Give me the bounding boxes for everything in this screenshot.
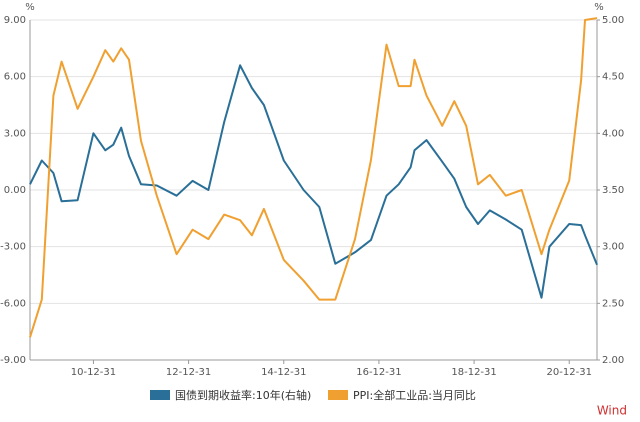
x-tick-label: 16-12-31	[356, 367, 401, 378]
watermark: Wind	[597, 404, 627, 418]
x-tick-label: 12-12-31	[166, 367, 211, 378]
y2-tick-label: 4.00	[602, 128, 624, 139]
series-line	[29, 17, 598, 338]
y-tick-label: -3.00	[0, 242, 26, 253]
y2-tick-label: 2.50	[602, 298, 624, 309]
x-tick-label: 20-12-31	[547, 367, 592, 378]
y2-tick-label: 3.00	[602, 242, 624, 253]
y-tick-label: 3.00	[4, 128, 26, 139]
legend-label: PPI:全部工业品:当月同比	[353, 388, 476, 402]
series-line	[29, 64, 598, 299]
y2-tick-label: 4.50	[602, 72, 624, 83]
y-tick-label: 9.00	[4, 15, 26, 26]
y2-tick-label: 2.00	[602, 355, 624, 366]
x-tick-label: 10-12-31	[71, 367, 116, 378]
x-tick-label: 14-12-31	[261, 367, 306, 378]
legend-swatch	[328, 390, 348, 400]
y-tick-label: -9.00	[0, 355, 26, 366]
y2-axis-unit: %	[594, 2, 604, 13]
legend-label: 国债到期收益率:10年(右轴)	[175, 388, 311, 402]
y2-tick-label: 5.00	[602, 15, 624, 26]
y-axis-unit: %	[25, 2, 35, 13]
legend-swatch	[150, 390, 170, 400]
y-tick-label: -6.00	[0, 298, 26, 309]
y-tick-label: 0.00	[4, 185, 26, 196]
y2-tick-label: 3.50	[602, 185, 624, 196]
x-tick-label: 18-12-31	[451, 367, 496, 378]
y-tick-label: 6.00	[4, 72, 26, 83]
